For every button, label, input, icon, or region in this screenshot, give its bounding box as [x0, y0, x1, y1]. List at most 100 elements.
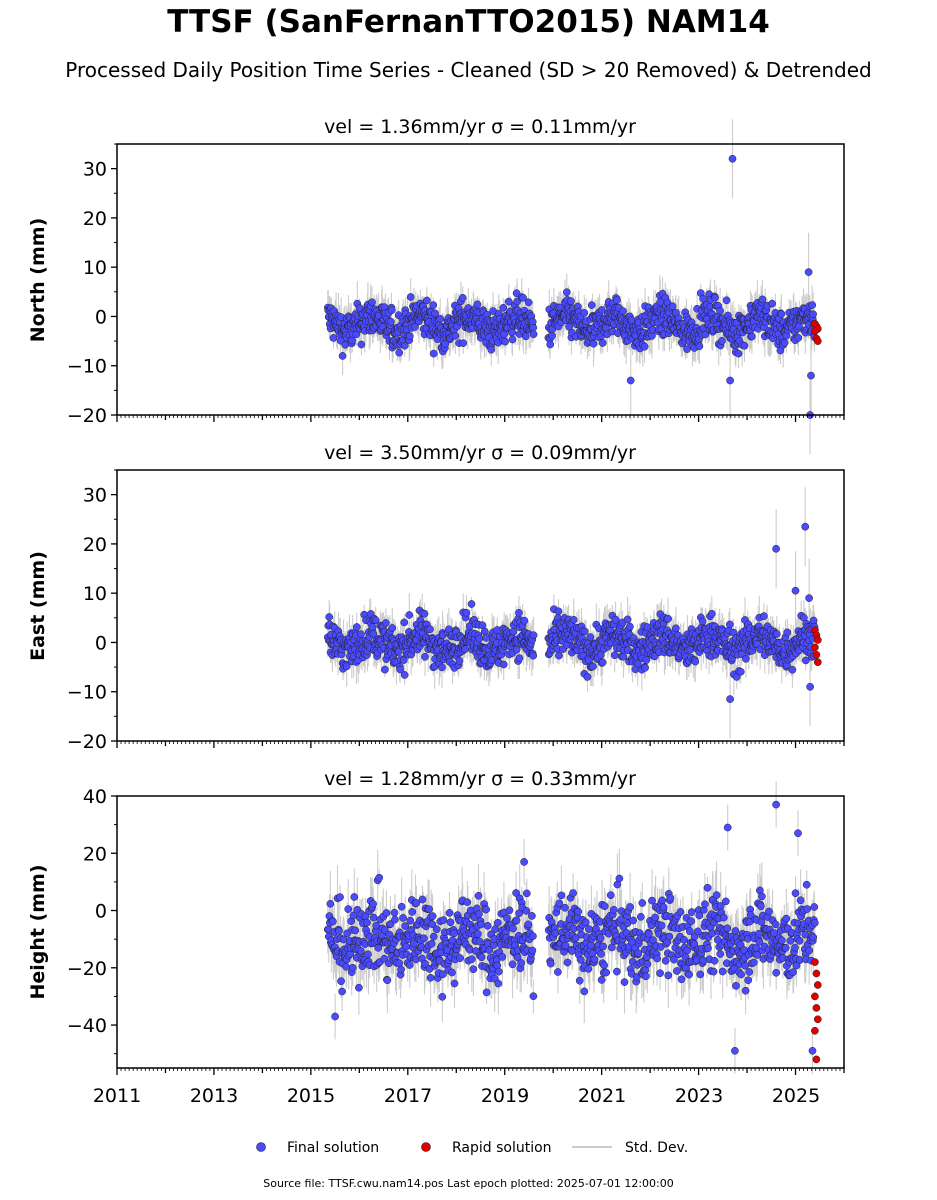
- y-tick-label: 10: [83, 583, 107, 605]
- points: [323, 522, 822, 703]
- final-point: [482, 633, 491, 642]
- final-point: [499, 660, 508, 669]
- final-point: [668, 302, 677, 311]
- final-point: [794, 333, 803, 342]
- y-tick-label: −10: [67, 682, 107, 704]
- rapid-point: [811, 327, 819, 336]
- final-point: [583, 673, 592, 681]
- final-point: [515, 608, 523, 617]
- final-point: [726, 376, 734, 385]
- final-point: [722, 296, 731, 305]
- final-point: [519, 293, 527, 302]
- panel-title-height: vel = 1.28mm/yr σ = 0.33mm/yr: [324, 768, 636, 790]
- final-point: [348, 336, 357, 345]
- final-point: [438, 663, 446, 672]
- final-point: [672, 624, 680, 633]
- final-point: [429, 349, 438, 358]
- final-point: [686, 645, 695, 654]
- final-point: [718, 337, 726, 345]
- x-tick-label: 2023: [675, 1085, 723, 1107]
- final-point: [405, 332, 414, 341]
- final-point: [406, 293, 415, 301]
- final-point: [742, 654, 750, 663]
- final-point: [698, 617, 707, 626]
- final-point: [422, 296, 431, 305]
- final-point: [368, 623, 377, 631]
- final-point: [598, 658, 607, 667]
- x-tick-label: 2021: [578, 1085, 626, 1107]
- y-tick-label: 0: [95, 632, 107, 654]
- final-point: [431, 309, 439, 318]
- final-point: [611, 615, 620, 624]
- final-point: [619, 307, 627, 315]
- panel-0: −20 −10 0 10 20 30: [67, 119, 845, 455]
- final-point: [587, 301, 596, 309]
- y-tick-label: 20: [83, 208, 107, 230]
- final-point: [691, 657, 700, 666]
- final-point: [801, 522, 810, 531]
- final-point: [420, 609, 429, 618]
- final-point: [387, 306, 396, 315]
- final-point: [508, 328, 516, 337]
- final-point: [716, 306, 724, 315]
- final-point: [695, 342, 704, 351]
- final-point: [499, 303, 508, 312]
- final-point: [512, 645, 521, 654]
- std-dev-bars: [327, 119, 816, 455]
- final-point: [520, 616, 529, 625]
- final-point: [613, 296, 621, 305]
- final-point: [664, 614, 672, 623]
- panel-1: −20 −10 0 10 20 30: [67, 469, 845, 753]
- final-point: [387, 317, 395, 326]
- final-point: [475, 634, 484, 643]
- final-point: [626, 622, 634, 631]
- final-point: [788, 665, 797, 674]
- final-point: [783, 628, 792, 637]
- rapid-point: [813, 636, 822, 644]
- final-point: [436, 314, 445, 323]
- final-point: [504, 297, 513, 306]
- legend-rapid-label: Rapid solution: [452, 1140, 552, 1156]
- final-point: [429, 301, 438, 309]
- final-point: [640, 342, 649, 351]
- final-point: [623, 615, 632, 624]
- legend-final-marker: [256, 1142, 266, 1152]
- chart-subtitle: Processed Daily Position Time Series - C…: [65, 58, 872, 82]
- final-point: [458, 293, 467, 302]
- final-point: [707, 609, 716, 618]
- final-point: [725, 620, 734, 629]
- x-tick-label: 2017: [384, 1085, 432, 1107]
- final-point: [683, 345, 691, 353]
- legend: Final solution Rapid solution Std. Dev.: [256, 1140, 688, 1156]
- final-point: [734, 349, 743, 358]
- ylabel-height: Height (mm): [27, 864, 49, 999]
- legend-final-label: Final solution: [287, 1140, 379, 1156]
- final-point: [342, 662, 351, 671]
- points: [323, 154, 822, 419]
- final-point: [777, 310, 786, 318]
- final-point: [808, 301, 817, 309]
- final-point: [455, 656, 464, 665]
- final-point: [521, 332, 530, 341]
- final-point: [805, 594, 813, 602]
- final-point: [809, 616, 818, 625]
- rapid-point: [811, 643, 819, 652]
- y-tick-label: 30: [83, 159, 107, 181]
- final-point: [388, 624, 397, 632]
- final-point: [580, 309, 589, 317]
- final-point: [395, 348, 404, 357]
- final-point: [804, 268, 813, 276]
- final-point: [451, 332, 460, 340]
- final-point: [589, 339, 598, 348]
- x-tick-label: 2019: [481, 1085, 529, 1107]
- final-point: [405, 611, 414, 619]
- plot-frame: [116, 469, 845, 742]
- final-point: [529, 651, 538, 660]
- panel-title-east: vel = 3.50mm/yr σ = 0.09mm/yr: [324, 442, 636, 464]
- final-point: [524, 298, 533, 307]
- final-point: [597, 306, 606, 314]
- ylabel-north: North (mm): [27, 218, 49, 343]
- final-point: [529, 330, 538, 339]
- x-tick-label: 2015: [287, 1085, 335, 1107]
- final-point: [809, 310, 817, 319]
